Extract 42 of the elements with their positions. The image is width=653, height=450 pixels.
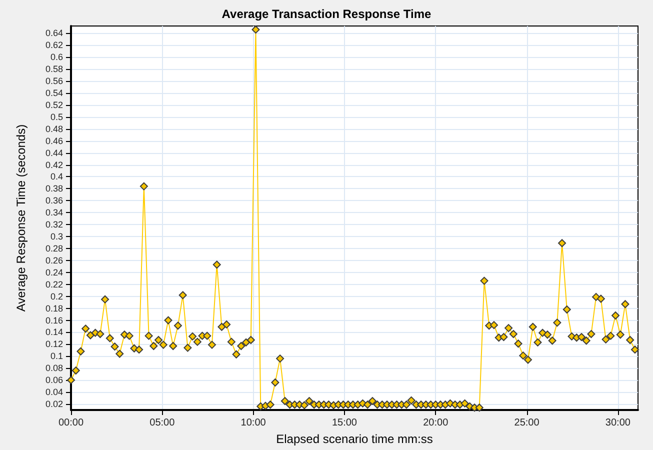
- y-tick-label: 0.04: [45, 387, 63, 398]
- chart-title: Average Transaction Response Time: [222, 7, 432, 21]
- x-tick-label: 15:00: [332, 418, 358, 428]
- y-tick-label: 0.5: [50, 112, 63, 122]
- x-tick-label: 00:00: [58, 418, 84, 428]
- y-tick-label: 0.48: [45, 124, 63, 134]
- y-tick-label: 0.36: [45, 196, 63, 206]
- y-tick-label: 0.58: [45, 64, 63, 74]
- y-tick-label: 0.3: [50, 232, 63, 242]
- y-axis-title: Average Response Time (seconds): [14, 124, 28, 312]
- y-tick-label: 0.06: [45, 375, 63, 386]
- y-tick-label: 0.62: [45, 40, 63, 50]
- y-tick-label: 0.28: [45, 244, 63, 254]
- y-tick-label: 0.46: [45, 136, 63, 146]
- x-axis-title: Elapsed scenario time mm:ss: [276, 432, 433, 446]
- y-tick-label: 0.42: [45, 160, 63, 170]
- y-tick-label: 0.56: [45, 76, 63, 86]
- x-tick-label: 25:00: [514, 418, 540, 428]
- x-tick-label: 20:00: [423, 418, 449, 428]
- y-tick-label: 0.18: [45, 303, 63, 314]
- y-tick-label: 0.4: [50, 172, 63, 182]
- x-tick-label: 05:00: [150, 418, 176, 428]
- y-tick-label: 0.64: [45, 28, 63, 38]
- y-tick-label: 0.22: [45, 279, 63, 290]
- y-tick-label: 0.34: [45, 208, 63, 218]
- y-tick-label: 0.6: [50, 52, 63, 62]
- y-tick-label: 0.52: [45, 100, 63, 110]
- y-tick-label: 0.02: [45, 399, 63, 410]
- y-tick-label: 0.12: [45, 339, 63, 350]
- y-tick-label: 0.08: [45, 363, 63, 374]
- y-tick-label: 0.54: [45, 88, 63, 98]
- y-tick-label: 0.32: [45, 220, 63, 230]
- x-tick-label: 10:00: [240, 418, 266, 428]
- x-tick-label: 30:00: [605, 418, 631, 428]
- y-tick-label: 0.44: [45, 148, 63, 158]
- y-tick-label: 0.24: [45, 267, 63, 278]
- y-tick-label: 0.26: [45, 255, 63, 266]
- y-tick-label: 0.14: [45, 327, 63, 338]
- y-tick-label: 0.1: [50, 351, 63, 362]
- y-tick-label: 0.16: [45, 315, 63, 326]
- y-tick-label: 0.38: [45, 184, 63, 194]
- y-tick-label: 0.2: [50, 291, 63, 302]
